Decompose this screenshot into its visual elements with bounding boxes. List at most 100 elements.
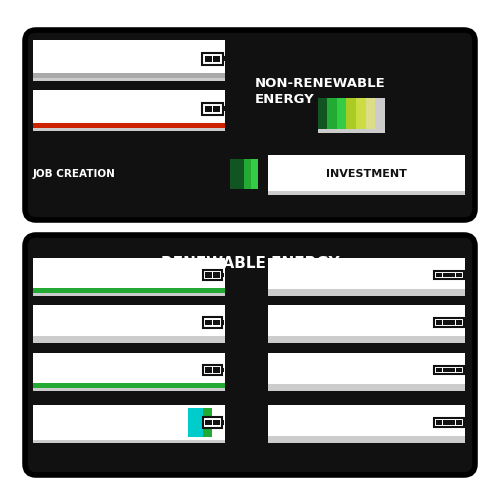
Bar <box>202 103 223 115</box>
Bar <box>32 288 225 292</box>
Bar <box>206 420 212 425</box>
Bar <box>213 320 220 325</box>
Bar <box>203 270 222 280</box>
Bar <box>32 122 225 128</box>
Bar <box>450 420 456 424</box>
Bar <box>268 155 465 192</box>
Bar <box>32 305 225 340</box>
Bar <box>442 420 448 424</box>
Bar <box>268 436 465 440</box>
FancyBboxPatch shape <box>25 30 475 220</box>
Bar <box>318 128 385 132</box>
Bar <box>268 336 465 340</box>
Bar <box>202 53 223 64</box>
Bar <box>456 320 462 324</box>
Bar <box>356 98 366 130</box>
Bar <box>203 417 222 428</box>
Bar <box>203 364 222 376</box>
Bar <box>346 98 356 130</box>
Bar <box>213 272 220 278</box>
Bar <box>436 420 442 424</box>
Bar <box>222 273 224 277</box>
Bar <box>456 420 462 424</box>
Bar <box>268 290 465 296</box>
Bar <box>32 338 225 343</box>
Bar <box>222 368 224 372</box>
Bar <box>32 258 225 292</box>
Bar <box>436 320 442 324</box>
Bar <box>366 98 376 130</box>
FancyBboxPatch shape <box>25 235 475 475</box>
Bar <box>450 273 456 277</box>
Bar <box>202 408 211 437</box>
Bar <box>32 126 225 130</box>
Text: NON-RENEWABLE
ENERGY: NON-RENEWABLE ENERGY <box>255 78 386 106</box>
Bar <box>434 418 464 427</box>
Text: INVESTMENT: INVESTMENT <box>326 169 406 179</box>
Bar <box>32 40 225 78</box>
Bar <box>456 368 462 372</box>
Bar <box>32 405 225 440</box>
Bar <box>318 98 327 130</box>
Bar <box>206 320 212 325</box>
Bar <box>464 420 466 424</box>
Text: RENEWABLE ENERGY: RENEWABLE ENERGY <box>160 256 340 272</box>
Bar <box>32 336 225 340</box>
Bar <box>237 159 244 189</box>
Bar <box>213 420 220 425</box>
Bar <box>32 72 225 78</box>
Bar <box>32 382 225 388</box>
Bar <box>268 352 465 388</box>
Bar <box>204 56 212 62</box>
Bar <box>450 368 456 372</box>
Bar <box>222 320 224 324</box>
Bar <box>32 386 225 390</box>
Bar <box>268 305 465 340</box>
Bar <box>268 405 465 440</box>
Bar <box>434 318 464 327</box>
Bar <box>32 290 225 296</box>
Bar <box>436 368 442 372</box>
Bar <box>32 352 225 388</box>
Bar <box>456 273 462 277</box>
Bar <box>268 258 465 292</box>
Bar <box>268 384 465 388</box>
Bar <box>268 288 465 292</box>
Bar <box>442 273 448 277</box>
Bar <box>442 320 448 324</box>
Bar <box>450 320 456 324</box>
Bar <box>32 438 225 443</box>
Bar <box>464 368 466 372</box>
Bar <box>230 159 237 189</box>
Text: JOB CREATION: JOB CREATION <box>32 169 116 179</box>
Bar <box>337 98 346 130</box>
Bar <box>244 159 250 189</box>
Bar <box>327 98 337 130</box>
Bar <box>464 273 466 277</box>
Bar <box>223 106 225 111</box>
Bar <box>213 368 220 372</box>
Bar <box>434 366 464 374</box>
Bar <box>213 106 220 112</box>
Bar <box>250 159 258 189</box>
Bar <box>206 272 212 278</box>
Bar <box>268 338 465 343</box>
Bar <box>268 191 465 195</box>
Bar <box>223 56 225 61</box>
Bar <box>213 56 220 62</box>
Bar <box>222 420 224 424</box>
Bar <box>436 273 442 277</box>
Bar <box>203 317 222 328</box>
Bar <box>32 90 225 128</box>
Bar <box>434 270 464 280</box>
Bar <box>32 76 225 80</box>
Bar <box>268 386 465 390</box>
Bar <box>204 106 212 112</box>
Bar <box>206 368 212 372</box>
Bar <box>376 98 385 130</box>
Bar <box>268 438 465 443</box>
Bar <box>442 368 448 372</box>
Bar <box>188 408 202 437</box>
Text: COST SAVINGS: COST SAVINGS <box>38 418 124 428</box>
Bar <box>464 320 466 324</box>
